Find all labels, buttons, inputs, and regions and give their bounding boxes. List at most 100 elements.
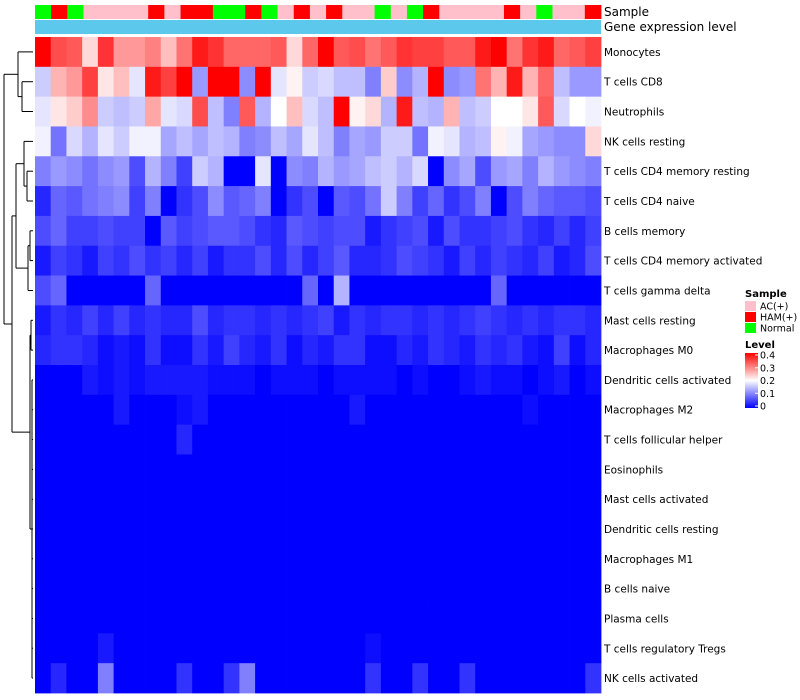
heatmap-cell xyxy=(490,305,508,336)
heatmap-cell xyxy=(176,573,193,604)
heatmap-cell xyxy=(396,663,413,694)
heatmap-cell xyxy=(82,335,99,366)
heatmap-cell xyxy=(270,394,287,426)
heatmap-cell xyxy=(239,543,256,575)
heatmap-cell xyxy=(176,365,193,396)
legend-level-label: 0.1 xyxy=(760,389,775,400)
heatmap-cell xyxy=(475,245,492,276)
heatmap-cell xyxy=(428,186,445,217)
heatmap-cell xyxy=(145,514,162,545)
heatmap-cell xyxy=(490,66,508,98)
heatmap-cell xyxy=(239,186,256,217)
heatmap-cell xyxy=(97,335,115,366)
heatmap-cell xyxy=(82,484,99,515)
heatmap-cell xyxy=(396,96,413,127)
heatmap-cell xyxy=(553,275,570,306)
heatmap-cell xyxy=(459,484,476,515)
heatmap-cell xyxy=(428,424,445,455)
heatmap-cell xyxy=(160,156,177,187)
heatmap-cell xyxy=(35,424,52,455)
heatmap-cell xyxy=(333,245,350,276)
legend-sample-label: Normal xyxy=(760,324,794,335)
heatmap-cell xyxy=(553,186,570,217)
heatmap-cell xyxy=(113,543,130,575)
heatmap-cell xyxy=(349,365,366,396)
heatmap-cell xyxy=(318,126,335,157)
heatmap-cell xyxy=(207,484,225,515)
heatmap-cell xyxy=(270,424,287,455)
heatmap-cell xyxy=(553,484,570,515)
heatmap-cell xyxy=(113,454,130,485)
heatmap-cell xyxy=(318,37,335,68)
heatmap-cell xyxy=(286,335,303,366)
heatmap-cell xyxy=(553,394,570,426)
heatmap-cell xyxy=(50,66,67,98)
heatmap-cell xyxy=(302,156,319,187)
heatmap-cell xyxy=(223,215,240,247)
heatmap-cell xyxy=(82,454,99,485)
heatmap-cell xyxy=(145,603,162,634)
heatmap-cell xyxy=(97,66,115,98)
heatmap-cell xyxy=(286,514,303,545)
heatmap-cell xyxy=(585,424,602,455)
heatmap-cell xyxy=(82,603,99,634)
heatmap-cell xyxy=(412,156,429,187)
row-label: Monocytes xyxy=(604,47,661,59)
heatmap-cell xyxy=(365,543,382,575)
sample-annotation-cell xyxy=(552,5,570,19)
gene-expression-annotation-label: Gene expression level xyxy=(604,20,737,34)
heatmap-cell xyxy=(176,156,193,187)
heatmap-cell xyxy=(318,514,335,545)
heatmap-cell xyxy=(365,37,382,68)
heatmap-cell xyxy=(255,215,272,247)
heatmap-cell xyxy=(380,394,398,426)
sample-annotation-cell xyxy=(196,5,214,19)
heatmap-cell xyxy=(145,454,162,485)
heatmap-cell xyxy=(459,663,476,694)
heatmap-cell xyxy=(239,394,256,426)
heatmap-cell xyxy=(50,96,67,127)
heatmap-cell xyxy=(475,484,492,515)
heatmap-cell xyxy=(50,543,67,575)
heatmap-cell xyxy=(35,275,52,306)
heatmap-cell xyxy=(286,186,303,217)
heatmap-cell xyxy=(585,454,602,485)
heatmap-cell xyxy=(255,633,272,664)
heatmap-cell xyxy=(412,37,429,68)
sample-annotation-cell xyxy=(132,5,149,19)
heatmap-cell xyxy=(349,186,366,217)
heatmap-cell xyxy=(333,96,350,127)
heatmap-cell xyxy=(506,156,523,187)
heatmap-cell xyxy=(365,275,382,306)
heatmap-cell xyxy=(585,573,602,604)
heatmap-cell xyxy=(192,66,209,98)
heatmap-cell xyxy=(113,365,130,396)
row-label: NK cells activated xyxy=(604,673,698,685)
heatmap-cell xyxy=(286,37,303,68)
heatmap-cell xyxy=(255,335,272,366)
heatmap-cell xyxy=(35,305,52,336)
heatmap-cell xyxy=(35,186,52,217)
heatmap-cell xyxy=(97,454,115,485)
heatmap-cell xyxy=(538,335,555,366)
heatmap-cell xyxy=(490,633,508,664)
heatmap-cell xyxy=(207,454,225,485)
heatmap-cell xyxy=(459,96,476,127)
heatmap-cell xyxy=(380,126,398,157)
heatmap-cell xyxy=(522,335,539,366)
heatmap-cell xyxy=(97,186,115,217)
heatmap-cell xyxy=(239,454,256,485)
heatmap-cell xyxy=(302,424,319,455)
heatmap-cell xyxy=(286,215,303,247)
heatmap-cell xyxy=(97,245,115,276)
heatmap-cell xyxy=(223,186,240,217)
heatmap-cell xyxy=(255,573,272,604)
sample-annotation-cell xyxy=(99,5,117,19)
heatmap-cell xyxy=(207,66,225,98)
heatmap-cell xyxy=(255,454,272,485)
heatmap-cell xyxy=(66,37,83,68)
heatmap-cell xyxy=(239,37,256,68)
heatmap-cell xyxy=(50,394,67,426)
heatmap-cell xyxy=(412,543,429,575)
heatmap-cell xyxy=(553,126,570,157)
